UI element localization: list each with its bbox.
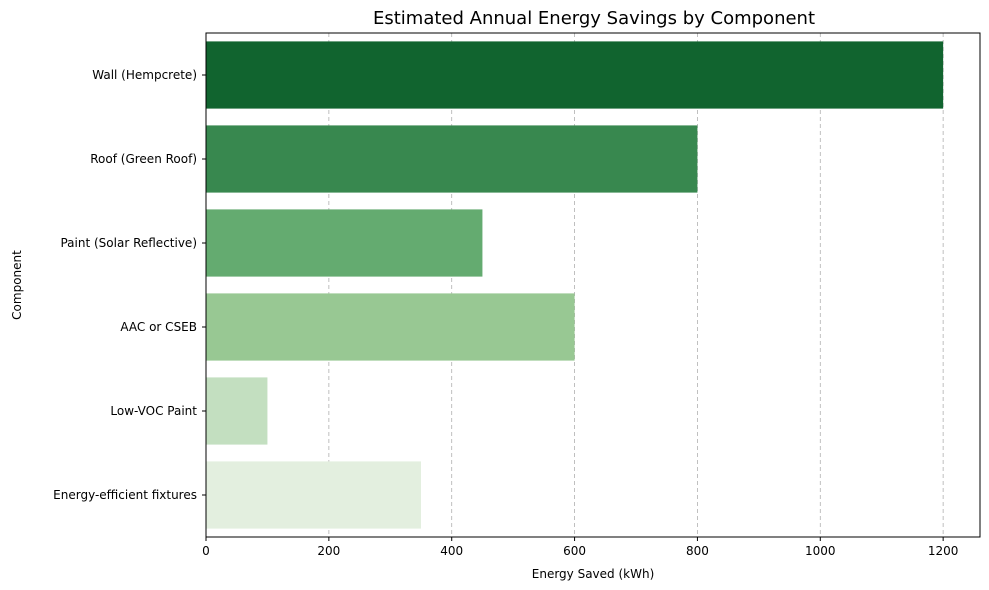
y-tick-label: Wall (Hempcrete) (92, 68, 197, 82)
y-axis-ticks: Wall (Hempcrete) Roof (Green Roof) Paint (… (53, 68, 206, 502)
y-tick-label: Roof (Green Roof) (90, 152, 197, 166)
bar (206, 125, 698, 193)
chart-title: Estimated Annual Energy Savings by Compo… (373, 8, 815, 29)
y-tick-label: Energy-efficient fixtures (53, 488, 197, 502)
x-axis-label: Energy Saved (kWh) (532, 567, 655, 581)
plot-frame (205, 32, 981, 538)
bar (206, 41, 944, 109)
bar (206, 377, 268, 445)
y-tick-label: AAC or CSEB (120, 320, 197, 334)
x-axis-ticks: 0 200 400 600 800 1000 1200 (202, 537, 958, 558)
bar (206, 293, 575, 361)
y-tick-label: Low-VOC Paint (110, 404, 197, 418)
y-tick-label: Paint (Solar Reflective) (60, 236, 197, 250)
y-axis-label: Component (10, 250, 24, 320)
x-tick-label: 800 (686, 544, 709, 558)
x-tick-label: 200 (317, 544, 340, 558)
x-tick-label: 400 (440, 544, 463, 558)
bar (206, 461, 421, 529)
x-tick-label: 1000 (805, 544, 836, 558)
bars (206, 41, 944, 529)
x-tick-label: 600 (563, 544, 586, 558)
gridlines (328, 33, 944, 537)
x-tick-label: 1200 (928, 544, 959, 558)
bar (206, 209, 483, 277)
x-tick-label: 0 (202, 544, 210, 558)
